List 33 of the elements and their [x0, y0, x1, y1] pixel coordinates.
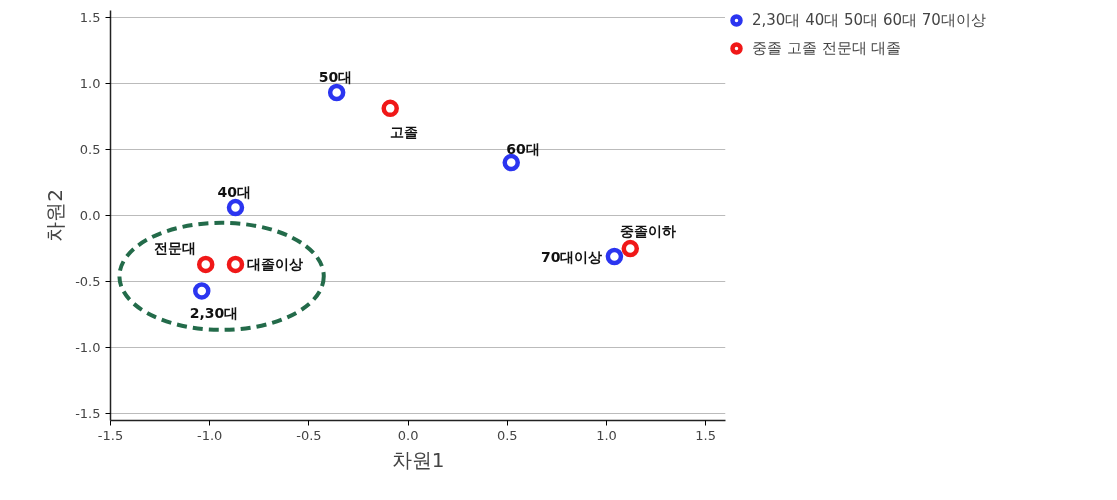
x-tick-label: -1.0 — [197, 427, 223, 443]
point — [621, 239, 640, 258]
point — [605, 247, 624, 266]
x-axis-title: 차원1 — [391, 447, 445, 472]
x-tick-label: -1.5 — [97, 427, 124, 443]
annotation: 2,30대 — [189, 304, 239, 321]
y-tick-label: 0.5 — [79, 141, 101, 157]
x-tick-label: 0.5 — [496, 427, 518, 443]
y-tick-label: 1.0 — [79, 75, 101, 91]
y-tick-label: 0.0 — [79, 208, 101, 223]
y-axis-title: 차원2 — [43, 189, 68, 242]
annotation: 70대이상 — [540, 248, 603, 265]
legend-label: 2,30대 40대 50대 60대 70대이상 — [752, 10, 986, 30]
annotation: 60대 — [506, 140, 540, 157]
annotation: 50대 — [318, 68, 353, 85]
x-tick-label: -0.5 — [296, 427, 322, 443]
annotation: 중졸이하 — [620, 222, 677, 239]
point — [226, 255, 245, 274]
legend-label: 중졸 고졸 전문대 대졸 — [752, 38, 902, 58]
point — [193, 282, 211, 300]
x-tick-label: 0.0 — [397, 427, 419, 443]
annotation: 전문대 — [153, 240, 196, 257]
y-tick-label: -0.5 — [75, 274, 101, 290]
y-tick-label: -1.0 — [75, 340, 101, 356]
x-tick-label: 1.5 — [695, 427, 717, 443]
x-tick-label: 1.0 — [596, 427, 617, 443]
annotation: 40대 — [217, 183, 251, 200]
y-tick-label: 1.5 — [79, 9, 101, 25]
annotation: 고졸 — [390, 124, 419, 141]
point — [196, 255, 215, 274]
point — [381, 99, 399, 118]
annotation: 대졸이상 — [247, 256, 304, 273]
y-tick-label: -1.5 — [75, 406, 101, 422]
